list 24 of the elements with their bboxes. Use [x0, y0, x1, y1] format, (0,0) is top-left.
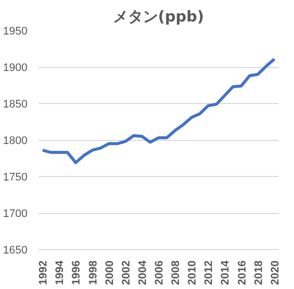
x-tick-label: 1998 [87, 260, 100, 285]
y-tick-label: 1950 [3, 26, 28, 38]
line-series [41, 57, 276, 164]
x-tick-label: 2010 [186, 260, 199, 285]
x-tick-label: 2006 [154, 260, 166, 285]
x-tick-label: 2004 [136, 260, 149, 285]
x-tick-label: 1994 [54, 260, 66, 285]
y-tick-label: 1900 [3, 62, 28, 74]
x-tick-label: 2020 [269, 260, 282, 285]
x-tick-label: 2008 [170, 260, 182, 285]
y-tick-label: 1750 [3, 172, 28, 184]
y-tick-label: 1700 [3, 208, 28, 220]
x-tick-label: 2018 [252, 260, 265, 285]
x-tick-label: 2016 [236, 260, 248, 285]
x-tick-label: 2002 [120, 260, 132, 285]
x-tick-label: 2000 [104, 260, 116, 285]
x-tick-label: 2012 [203, 260, 216, 285]
x-tick-label: 2014 [220, 260, 232, 285]
x-tick-label: 1996 [70, 260, 83, 285]
chart-title: メタン(ppb) [113, 8, 204, 26]
y-tick-label: 1650 [3, 244, 28, 256]
x-tick-label: 1992 [38, 260, 50, 285]
y-tick-label: 1850 [3, 98, 28, 110]
y-tick-label: 1800 [3, 135, 28, 147]
